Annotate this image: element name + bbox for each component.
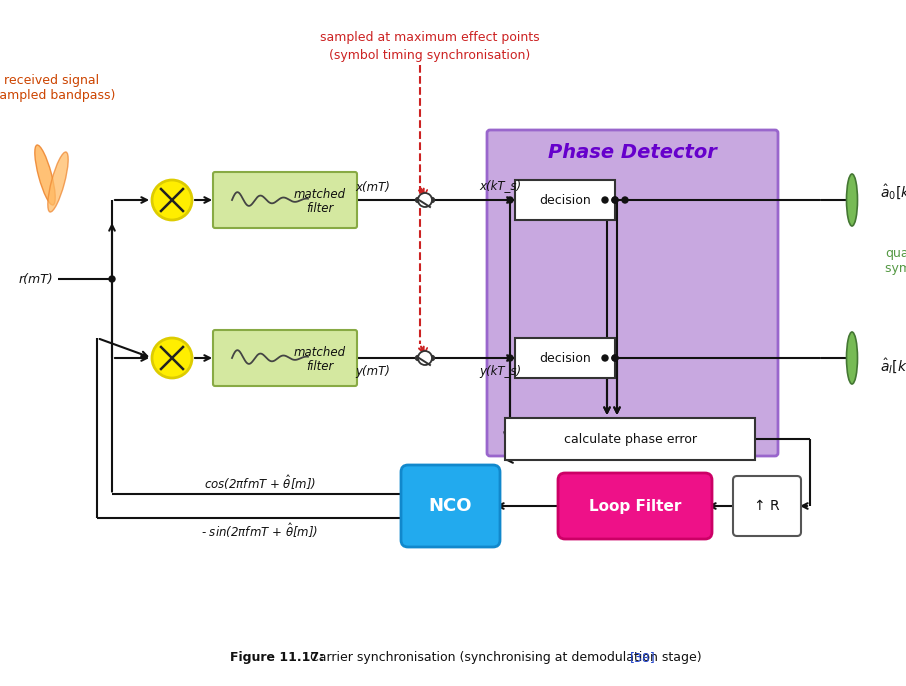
Text: Loop Filter: Loop Filter xyxy=(589,499,681,514)
Circle shape xyxy=(418,193,432,207)
Ellipse shape xyxy=(846,332,857,384)
Bar xyxy=(515,180,615,220)
Text: quantised
symbol samples: quantised symbol samples xyxy=(885,247,906,275)
FancyBboxPatch shape xyxy=(213,330,357,386)
Text: filter: filter xyxy=(306,202,333,215)
Text: decision: decision xyxy=(539,193,591,206)
Circle shape xyxy=(416,198,420,202)
Circle shape xyxy=(429,355,435,361)
Text: x(kT_s): x(kT_s) xyxy=(479,180,521,193)
Text: matched: matched xyxy=(294,346,346,359)
Circle shape xyxy=(612,355,618,361)
Circle shape xyxy=(507,355,513,361)
Circle shape xyxy=(152,180,192,220)
Text: matched: matched xyxy=(294,189,346,202)
Circle shape xyxy=(418,351,432,365)
Text: Carrier synchronisation (synchronising at demodulation stage): Carrier synchronisation (synchronising a… xyxy=(306,652,706,665)
Circle shape xyxy=(602,355,608,361)
Text: $\hat{a}_I[k]$: $\hat{a}_I[k]$ xyxy=(880,357,906,375)
Text: calculate phase error: calculate phase error xyxy=(564,432,697,445)
FancyBboxPatch shape xyxy=(558,473,712,539)
Text: NCO: NCO xyxy=(429,497,472,515)
FancyBboxPatch shape xyxy=(733,476,801,536)
FancyBboxPatch shape xyxy=(487,130,778,456)
Text: Phase Detector: Phase Detector xyxy=(548,143,717,163)
Text: [38]: [38] xyxy=(630,652,656,665)
Circle shape xyxy=(612,355,618,361)
Circle shape xyxy=(622,197,628,203)
Text: Figure 11.17:: Figure 11.17: xyxy=(230,652,324,665)
Text: filter: filter xyxy=(306,359,333,372)
Circle shape xyxy=(152,338,192,378)
Circle shape xyxy=(612,197,618,203)
Text: sampled at maximum effect points: sampled at maximum effect points xyxy=(320,32,540,45)
Circle shape xyxy=(602,197,608,203)
Circle shape xyxy=(429,198,435,202)
Text: cos(2$\pi$fmT + $\hat{\theta}$[m]): cos(2$\pi$fmT + $\hat{\theta}$[m]) xyxy=(204,473,316,492)
Ellipse shape xyxy=(34,145,55,205)
Circle shape xyxy=(507,197,513,203)
Bar xyxy=(505,418,755,460)
Text: y(mT): y(mT) xyxy=(355,364,390,377)
Text: - sin(2$\pi$fmT + $\hat{\theta}$[m]): - sin(2$\pi$fmT + $\hat{\theta}$[m]) xyxy=(201,521,319,540)
FancyBboxPatch shape xyxy=(213,172,357,228)
Circle shape xyxy=(416,355,420,361)
Text: r(mT): r(mT) xyxy=(18,272,53,285)
Text: received signal
(sampled bandpass): received signal (sampled bandpass) xyxy=(0,74,116,102)
Text: ↑ R: ↑ R xyxy=(754,499,780,513)
Bar xyxy=(515,338,615,378)
Text: x(mT): x(mT) xyxy=(355,182,390,195)
Circle shape xyxy=(612,197,618,203)
Ellipse shape xyxy=(846,174,857,226)
Text: $\hat{a}_0[k]$: $\hat{a}_0[k]$ xyxy=(880,182,906,202)
Circle shape xyxy=(109,276,115,282)
Text: y(kT_s): y(kT_s) xyxy=(479,366,521,379)
Text: (symbol timing synchronisation): (symbol timing synchronisation) xyxy=(330,49,531,62)
Text: decision: decision xyxy=(539,351,591,364)
Ellipse shape xyxy=(48,152,68,212)
FancyBboxPatch shape xyxy=(401,465,500,547)
